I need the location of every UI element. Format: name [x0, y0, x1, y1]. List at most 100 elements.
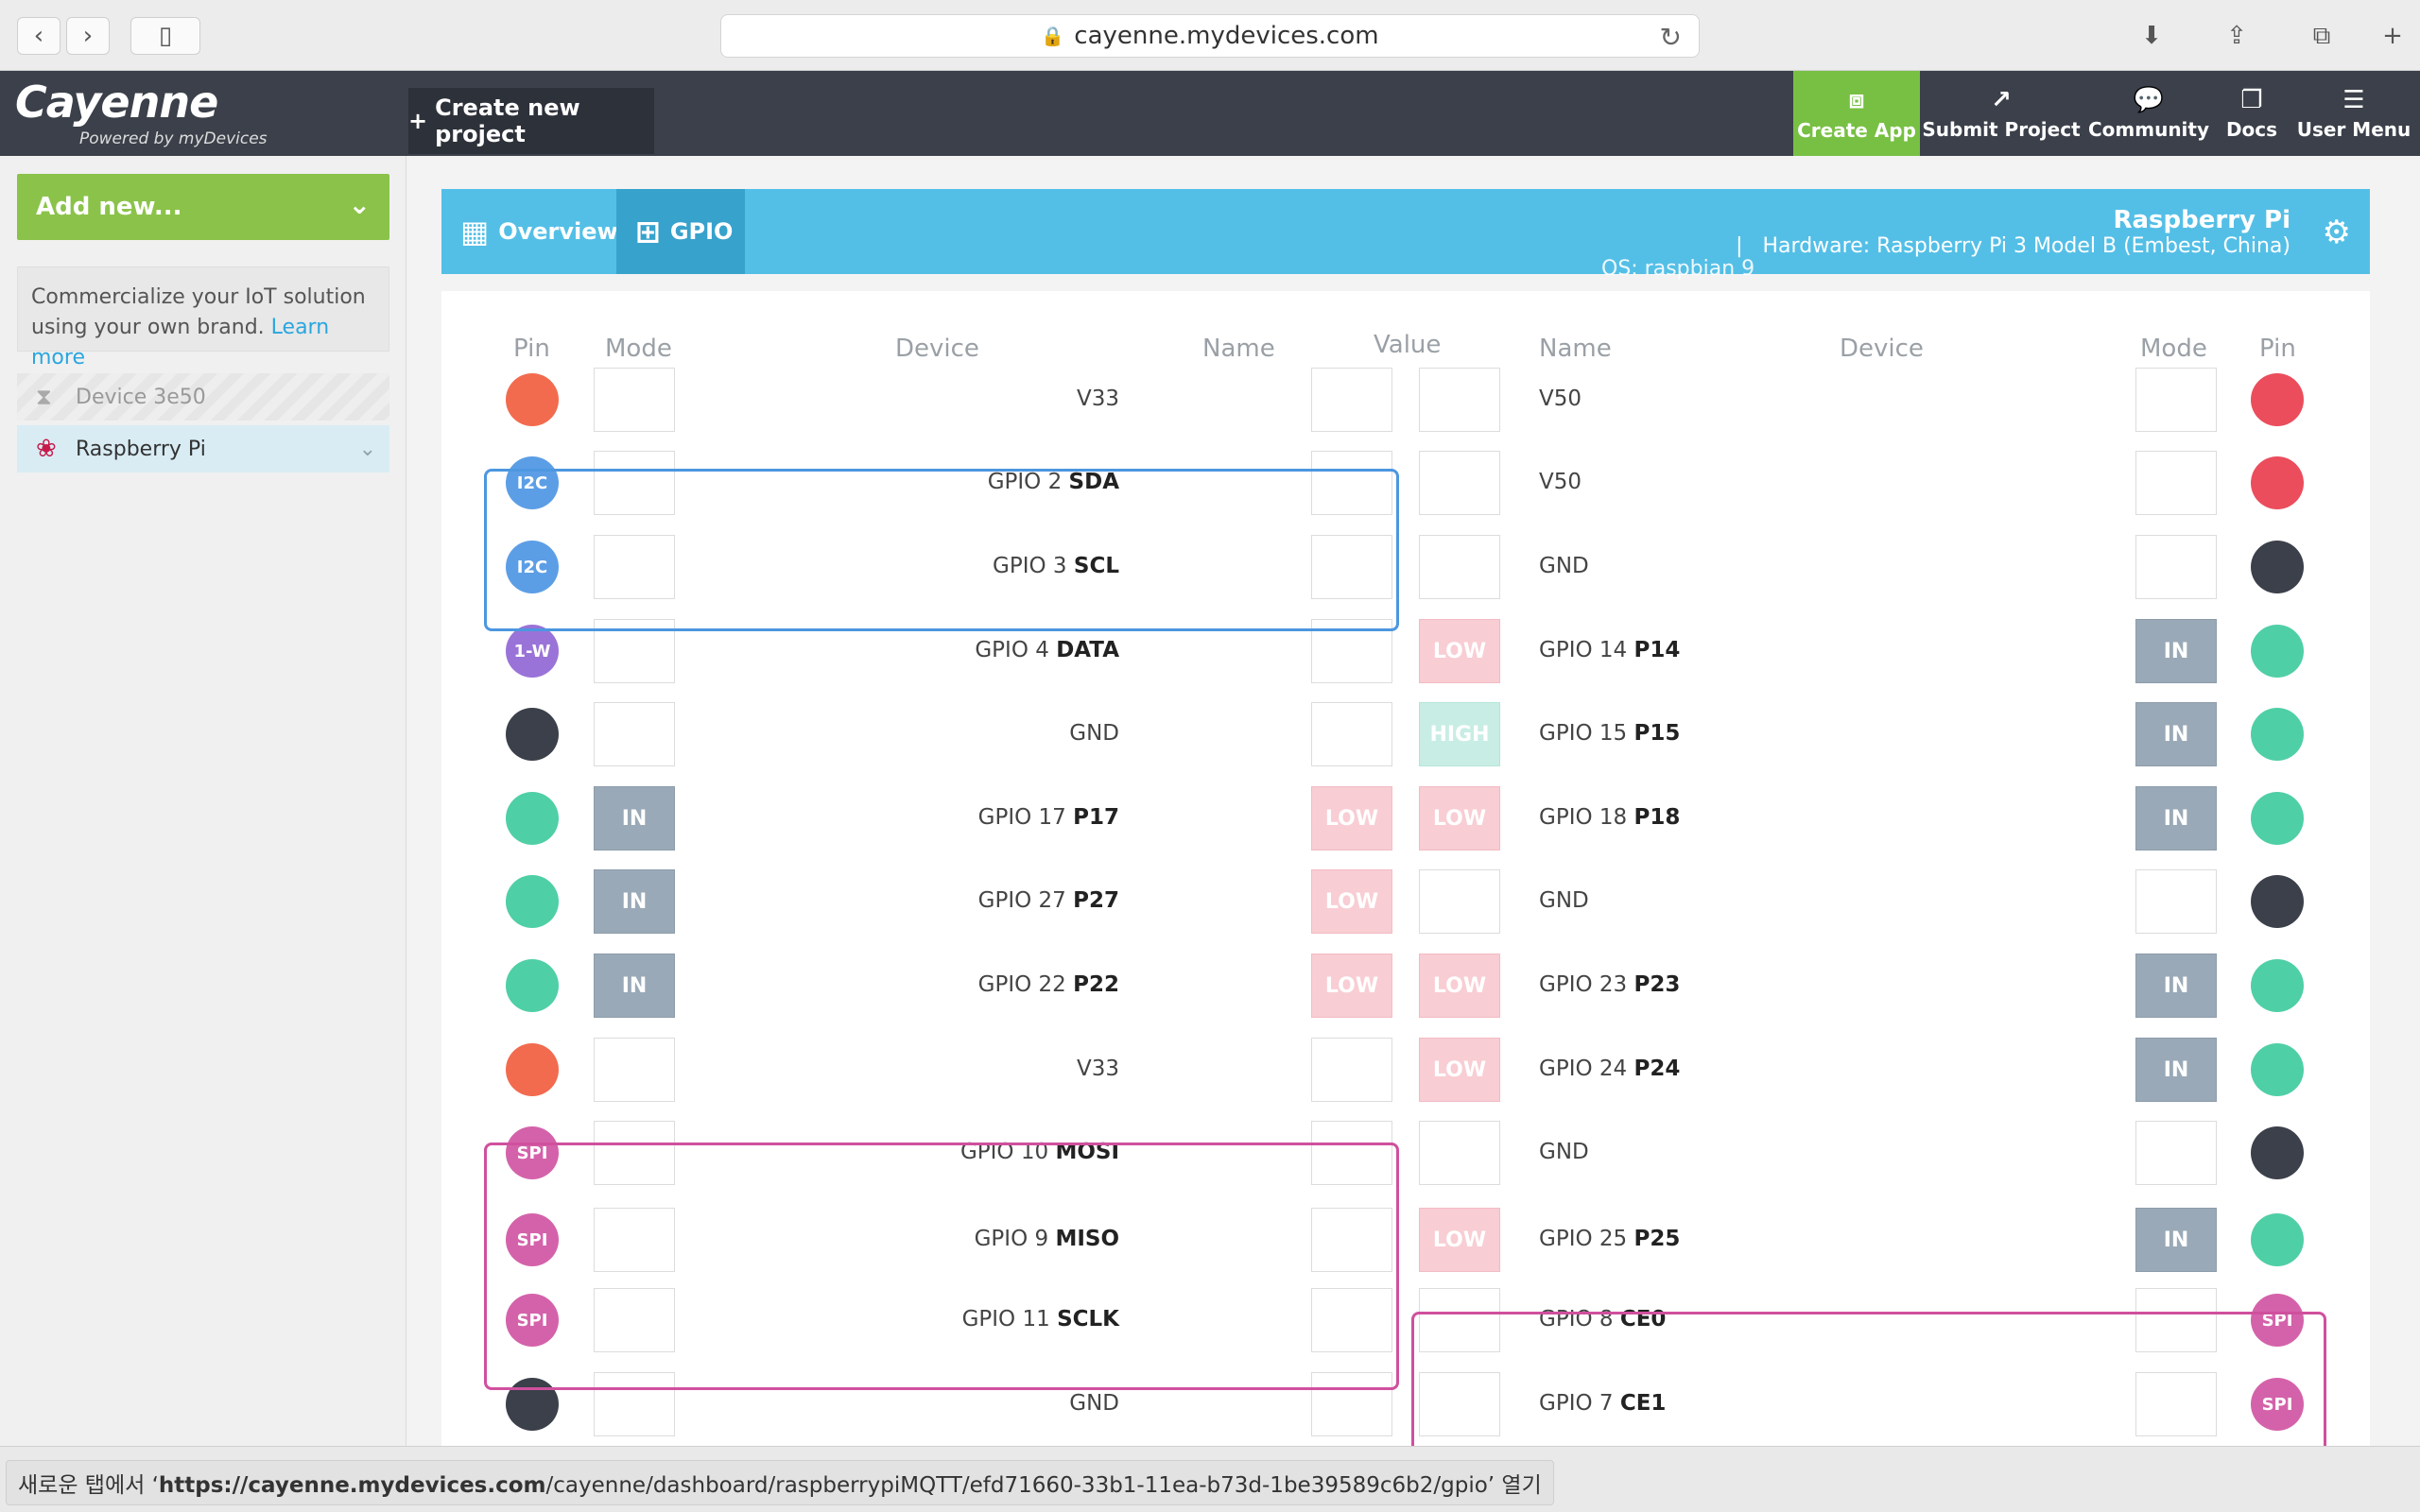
- mode-right[interactable]: [2135, 1372, 2217, 1436]
- mode-right[interactable]: [2135, 1121, 2217, 1185]
- cayenne-logo[interactable]: Cayenne Powered by myDevices: [15, 77, 268, 148]
- value-left[interactable]: [1311, 1038, 1392, 1102]
- mode-right[interactable]: IN: [2135, 1208, 2217, 1272]
- mode-left[interactable]: [594, 1372, 675, 1436]
- value-right[interactable]: LOW: [1419, 1038, 1500, 1102]
- value-left[interactable]: LOW: [1311, 869, 1392, 934]
- mode-left[interactable]: IN: [594, 786, 675, 850]
- share-button[interactable]: ⇪: [2212, 17, 2261, 55]
- value-right[interactable]: LOW: [1419, 954, 1500, 1018]
- pin-right[interactable]: [2251, 792, 2304, 845]
- pin-left[interactable]: [506, 708, 559, 761]
- pin-right[interactable]: [2251, 708, 2304, 761]
- value-left[interactable]: [1311, 1372, 1392, 1436]
- mode-right[interactable]: IN: [2135, 619, 2217, 683]
- chevron-down-icon[interactable]: ⌄: [358, 437, 376, 461]
- pin-left[interactable]: [506, 1043, 559, 1096]
- pin-right[interactable]: [2251, 1126, 2304, 1179]
- pin-right[interactable]: [2251, 1213, 2304, 1266]
- mode-left[interactable]: [594, 451, 675, 515]
- pin-right[interactable]: [2251, 373, 2304, 426]
- mode-right[interactable]: [2135, 1288, 2217, 1352]
- create-app-button[interactable]: ⧈ Create App: [1793, 71, 1920, 156]
- mode-left[interactable]: [594, 702, 675, 766]
- pin-right[interactable]: [2251, 541, 2304, 593]
- community-button[interactable]: 💬 Community: [2087, 71, 2210, 156]
- create-project-button[interactable]: + Create new project: [408, 88, 654, 154]
- sidebar-toggle-button[interactable]: ▯: [130, 17, 200, 55]
- value-right[interactable]: [1419, 1372, 1500, 1436]
- value-left[interactable]: [1311, 702, 1392, 766]
- pin-left[interactable]: 1-W: [506, 625, 559, 678]
- value-right[interactable]: LOW: [1419, 1208, 1500, 1272]
- value-left[interactable]: [1311, 1208, 1392, 1272]
- pin-left[interactable]: [506, 1378, 559, 1431]
- value-right[interactable]: [1419, 451, 1500, 515]
- mode-right[interactable]: IN: [2135, 1038, 2217, 1102]
- value-left[interactable]: [1311, 535, 1392, 599]
- mode-left[interactable]: [594, 368, 675, 432]
- learn-more-link[interactable]: Learn more: [31, 316, 330, 369]
- value-right[interactable]: LOW: [1419, 786, 1500, 850]
- mode-left[interactable]: IN: [594, 954, 675, 1018]
- pin-left[interactable]: I2C: [506, 456, 559, 509]
- mode-right[interactable]: IN: [2135, 954, 2217, 1018]
- value-right[interactable]: [1419, 1288, 1500, 1352]
- value-left[interactable]: [1311, 368, 1392, 432]
- mode-right[interactable]: IN: [2135, 786, 2217, 850]
- mode-left[interactable]: [594, 1121, 675, 1185]
- mode-right[interactable]: [2135, 451, 2217, 515]
- pin-right[interactable]: [2251, 456, 2304, 509]
- pin-left[interactable]: I2C: [506, 541, 559, 593]
- new-tab-button[interactable]: +: [2371, 17, 2414, 55]
- pin-left[interactable]: SPI: [506, 1213, 559, 1266]
- mode-left[interactable]: [594, 1038, 675, 1102]
- mode-right[interactable]: [2135, 869, 2217, 934]
- gear-icon[interactable]: ⚙: [2322, 214, 2351, 251]
- sidebar-item-device-3e50[interactable]: ⧗ Device 3e50: [17, 373, 389, 421]
- mode-left[interactable]: IN: [594, 869, 675, 934]
- mode-right[interactable]: [2135, 368, 2217, 432]
- forward-button[interactable]: ›: [66, 17, 110, 55]
- pin-right[interactable]: [2251, 959, 2304, 1012]
- value-left[interactable]: [1311, 1121, 1392, 1185]
- value-right[interactable]: [1419, 535, 1500, 599]
- value-left[interactable]: LOW: [1311, 954, 1392, 1018]
- value-right[interactable]: LOW: [1419, 619, 1500, 683]
- pin-left[interactable]: [506, 875, 559, 928]
- value-right[interactable]: [1419, 1121, 1500, 1185]
- add-new-dropdown[interactable]: Add new... ⌄: [17, 174, 389, 240]
- value-right[interactable]: [1419, 368, 1500, 432]
- submit-project-button[interactable]: ↗ Submit Project: [1922, 71, 2080, 156]
- tab-overview[interactable]: ▦ Overview: [441, 189, 618, 274]
- pin-right[interactable]: [2251, 875, 2304, 928]
- user-menu-button[interactable]: ☰ User Menu: [2297, 71, 2411, 156]
- pin-left[interactable]: [506, 373, 559, 426]
- value-left[interactable]: [1311, 451, 1392, 515]
- pin-right[interactable]: [2251, 625, 2304, 678]
- pin-left[interactable]: SPI: [506, 1126, 559, 1179]
- pin-left[interactable]: [506, 792, 559, 845]
- value-left[interactable]: LOW: [1311, 786, 1392, 850]
- mode-right[interactable]: [2135, 535, 2217, 599]
- back-button[interactable]: ‹: [17, 17, 60, 55]
- reload-icon[interactable]: ↻: [1659, 22, 1682, 53]
- docs-button[interactable]: ❐ Docs: [2221, 71, 2282, 156]
- value-right[interactable]: HIGH: [1419, 702, 1500, 766]
- mode-left[interactable]: [594, 1288, 675, 1352]
- pin-right[interactable]: SPI: [2251, 1294, 2304, 1347]
- tab-gpio[interactable]: ⊞ GPIO: [616, 189, 745, 274]
- mode-right[interactable]: IN: [2135, 702, 2217, 766]
- pin-left[interactable]: SPI: [506, 1294, 559, 1347]
- mode-left[interactable]: [594, 1208, 675, 1272]
- address-bar[interactable]: 🔒 cayenne.mydevices.com ↻: [720, 14, 1700, 58]
- pin-left[interactable]: [506, 959, 559, 1012]
- pin-right[interactable]: SPI: [2251, 1378, 2304, 1431]
- sidebar-item-raspberry-pi[interactable]: ❀ Raspberry Pi ⌄: [17, 425, 389, 472]
- tabs-button[interactable]: ⧉: [2297, 17, 2346, 55]
- pin-right[interactable]: [2251, 1043, 2304, 1096]
- value-left[interactable]: [1311, 1288, 1392, 1352]
- mode-left[interactable]: [594, 535, 675, 599]
- downloads-button[interactable]: ⬇: [2127, 17, 2176, 55]
- value-right[interactable]: [1419, 869, 1500, 934]
